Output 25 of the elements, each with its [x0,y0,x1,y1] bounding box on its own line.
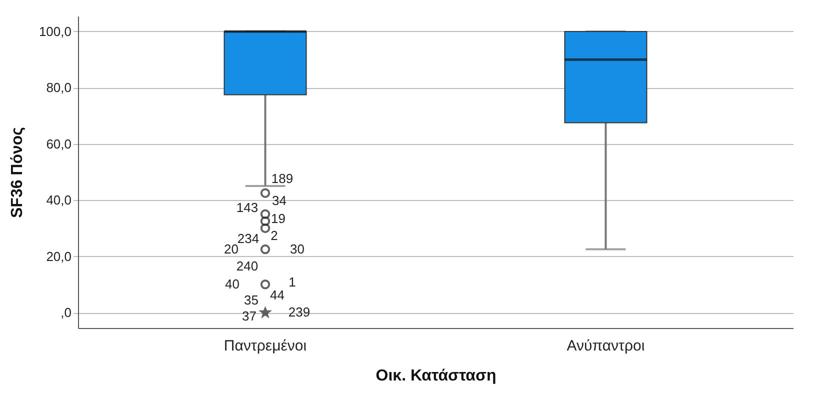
annotation: 40 [225,276,240,292]
annotation: 143 [236,200,258,216]
annotation: 234 [237,231,260,246]
annotation: 20 [224,241,238,256]
y-tick-label: 60,0 [46,136,72,152]
annotation: 44 [270,287,284,302]
annotation: 189 [271,171,294,186]
annotation: 1 [288,274,296,290]
y-tick-label: 80,0 [46,80,72,96]
x-tick-label: Ανύπαντροι [566,338,645,354]
y-tick-label: 20,0 [46,248,72,264]
annotation: 2 [270,228,278,244]
annotation: 34 [272,193,286,208]
y-axis-title: SF36 Πόνος [8,126,26,218]
y-tick-label: ,0 [60,305,72,320]
y-tick-label: 100,0 [38,24,72,39]
x-tick-label: Παντρεμένοι [224,338,307,354]
y-tick-label: 40,0 [46,192,72,208]
annotation: 30 [290,241,304,256]
annotation: 35 [244,292,258,308]
annotation: 239 [288,304,310,320]
annotation: 37 [242,308,256,324]
annotation: 240 [236,258,258,274]
annotation: 19 [271,211,286,226]
x-axis-title: Οικ. Κατάσταση [376,368,496,384]
